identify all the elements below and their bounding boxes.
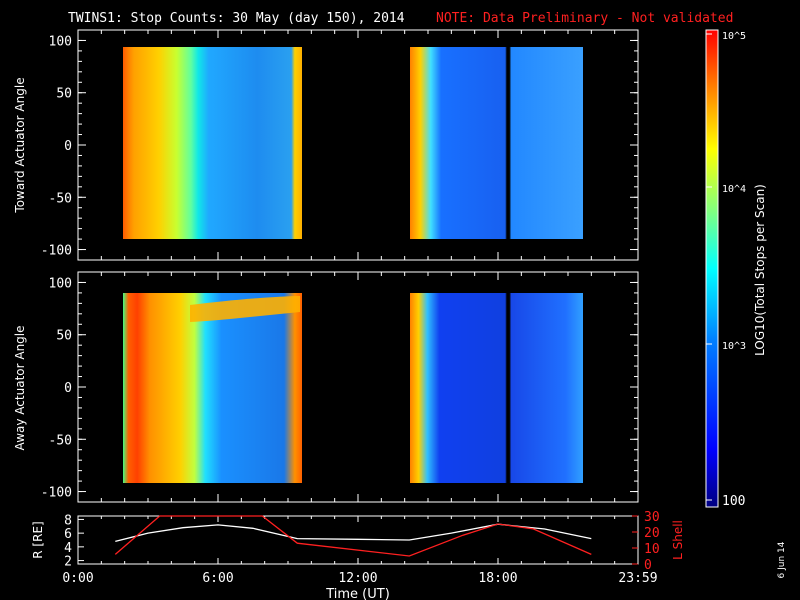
y-tick-label-right: 0 [644,558,652,573]
x-axis-label: Time (UT) [325,587,390,600]
colorbar-tick-label: 10^3 [722,341,746,352]
y-tick-label: 50 [56,87,72,102]
colorbar-tick-label: 10^5 [722,31,746,42]
y-tick-label: 8 [64,513,72,528]
panel-away-actuator-angle: 100 50 0 -50 -100 Away Actuator Angle [13,271,639,503]
colorbar-label: LOG10(Total Stops per Scan) [753,184,767,356]
y-tick-label: -100 [41,486,72,501]
colorbar-scale [705,29,719,508]
heatmap-block [410,47,583,239]
colorbar-tick-label: 100 [722,494,745,509]
y-tick-label: -50 [49,433,72,448]
x-tick-label: 12:00 [338,571,377,586]
y-tick-label: 0 [64,381,72,396]
x-tick-label: 23:59 [618,571,657,586]
y-axis-label: Toward Actuator Angle [13,77,27,213]
date-stamp: 6 Jun 14 [777,541,787,578]
colorbar-tick-label: 10^4 [722,184,746,195]
y-tick-label: 100 [49,34,72,49]
y-axis-label: Away Actuator Angle [13,325,27,450]
y-tick-label: 6 [64,527,72,542]
heatmap-block [410,293,583,483]
y-axis-ticks: 100 50 0 -50 -100 [41,272,639,502]
plot-frame [77,515,639,565]
x-tick-label: 6:00 [202,571,233,586]
colorbar: 10^5 10^4 10^3 100 LOG10(Total Stops per Sc… [705,29,767,509]
y-tick-label: 50 [56,329,72,344]
orbit-lines [114,515,592,557]
x-tick-label: 18:00 [478,571,517,586]
y-tick-label-right: 10 [644,542,660,557]
y-tick-label: -100 [41,244,72,259]
y-tick-label: 100 [49,276,72,291]
y-tick-label-right: 30 [644,510,660,525]
heatmap-block [123,293,302,483]
y-axis-label-right: L Shell [671,520,685,560]
heatmap-hot-band [190,296,300,322]
y-tick-label: -50 [49,191,72,206]
y-axis-ticks: 100 50 0 -50 -100 [41,30,639,260]
x-axis-ticks: 0:00 6:00 12:00 18:00 23:59 [62,571,657,586]
y-tick-label: 4 [64,541,72,556]
l-shell-line [114,515,592,557]
x-tick-label: 0:00 [62,571,93,586]
chart-title: TWINS1: Stop Counts: 30 May (day 150), 2… [68,11,405,26]
colorbar-ticks: 10^5 10^4 10^3 100 [706,31,746,509]
y-tick-label: 0 [64,139,72,154]
y-tick-label: 2 [64,555,72,570]
y-axis-label-left: R [RE] [31,521,45,558]
panel-toward-actuator-angle: 100 50 0 -50 -100 Toward Actuator Angle [13,29,639,261]
heatmap-block [123,47,302,239]
preliminary-note: NOTE: Data Preliminary - Not validated [436,11,733,26]
y-tick-label-right: 20 [644,526,660,541]
